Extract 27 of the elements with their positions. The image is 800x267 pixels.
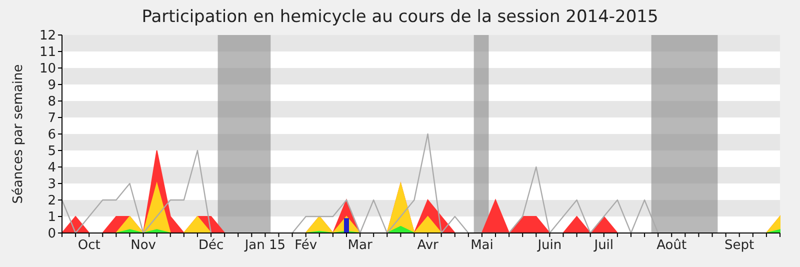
y-tick-label: 6 bbox=[48, 128, 56, 143]
y-tick-label: 2 bbox=[48, 194, 56, 209]
y-axis-title: Séances par semaine bbox=[11, 64, 26, 204]
y-tick-label: 5 bbox=[48, 144, 56, 160]
y-tick-label: 11 bbox=[39, 45, 56, 60]
x-tick-label: Avr bbox=[417, 238, 440, 253]
y-tick-label: 12 bbox=[39, 28, 56, 44]
y-tick-label: 7 bbox=[48, 111, 56, 126]
y-tick-label: 4 bbox=[48, 160, 56, 176]
x-tick-label: Juin bbox=[536, 238, 562, 253]
x-tick-label: Août bbox=[656, 238, 687, 253]
x-tick-label: Jan 15 bbox=[244, 238, 286, 253]
x-tick-label: Mai bbox=[470, 238, 494, 253]
x-tick-label: Nov bbox=[130, 238, 156, 253]
chart-title: Participation en hemicycle au cours de la session 2014-2015 bbox=[142, 7, 658, 27]
x-tick-label: Mar bbox=[348, 238, 373, 253]
x-tick-label: Juil bbox=[593, 238, 614, 253]
y-tick-label: 3 bbox=[48, 177, 56, 192]
y-tick-label: 10 bbox=[39, 62, 56, 77]
x-tick-label: Déc bbox=[198, 238, 224, 253]
y-tick-label: 9 bbox=[48, 78, 56, 94]
y-tick-label: 0 bbox=[48, 226, 56, 242]
x-tick-label: Fév bbox=[294, 238, 318, 253]
y-tick-label: 1 bbox=[48, 210, 56, 226]
x-tick-label: Oct bbox=[78, 238, 100, 253]
x-tick-label: Sept bbox=[724, 238, 754, 253]
y-tick-label: 8 bbox=[48, 94, 56, 110]
